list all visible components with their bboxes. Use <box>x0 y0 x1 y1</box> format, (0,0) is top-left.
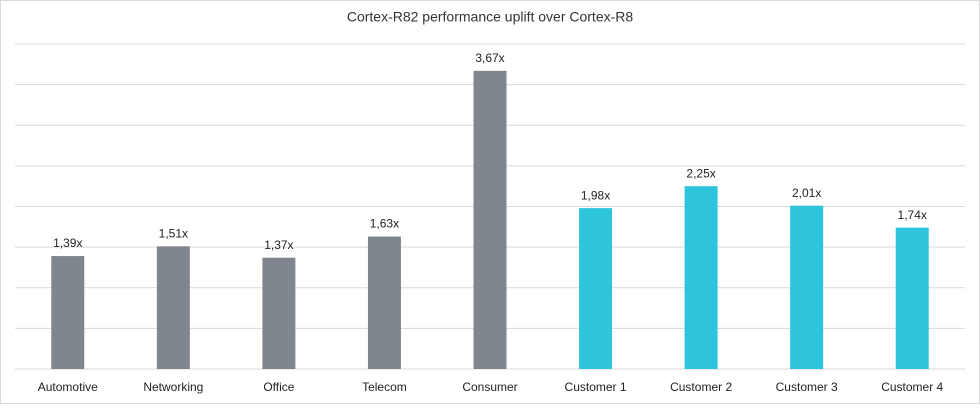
x-tick-label: Office <box>263 380 294 394</box>
value-label: 3,67x <box>475 51 504 65</box>
x-tick-label: Customer 1 <box>565 380 627 394</box>
x-tick-label: Networking <box>143 380 203 394</box>
bar <box>367 236 401 369</box>
value-label: 1,74x <box>898 208 927 222</box>
value-label: 1,63x <box>370 217 399 231</box>
x-tick-label: Customer 2 <box>670 380 732 394</box>
bar <box>579 208 613 369</box>
bar <box>790 205 824 369</box>
bar <box>156 246 190 369</box>
x-tick-label: Consumer <box>462 380 517 394</box>
value-label: 1,39x <box>53 236 82 250</box>
bar <box>51 256 85 369</box>
bar <box>684 186 718 369</box>
value-label: 2,25x <box>686 166 715 180</box>
bar <box>895 227 929 369</box>
x-tick-label: Customer 3 <box>776 380 838 394</box>
bar <box>473 70 507 369</box>
x-tick-label: Customer 4 <box>881 380 943 394</box>
chart-title: Cortex-R82 performance uplift over Corte… <box>347 9 634 25</box>
value-label: 1,37x <box>264 238 293 252</box>
x-tick-label: Telecom <box>362 380 407 394</box>
value-label: 1,51x <box>159 226 188 240</box>
bar <box>262 257 296 369</box>
value-label: 1,98x <box>581 188 610 202</box>
value-label: 2,01x <box>792 186 821 200</box>
x-tick-label: Automotive <box>38 380 98 394</box>
